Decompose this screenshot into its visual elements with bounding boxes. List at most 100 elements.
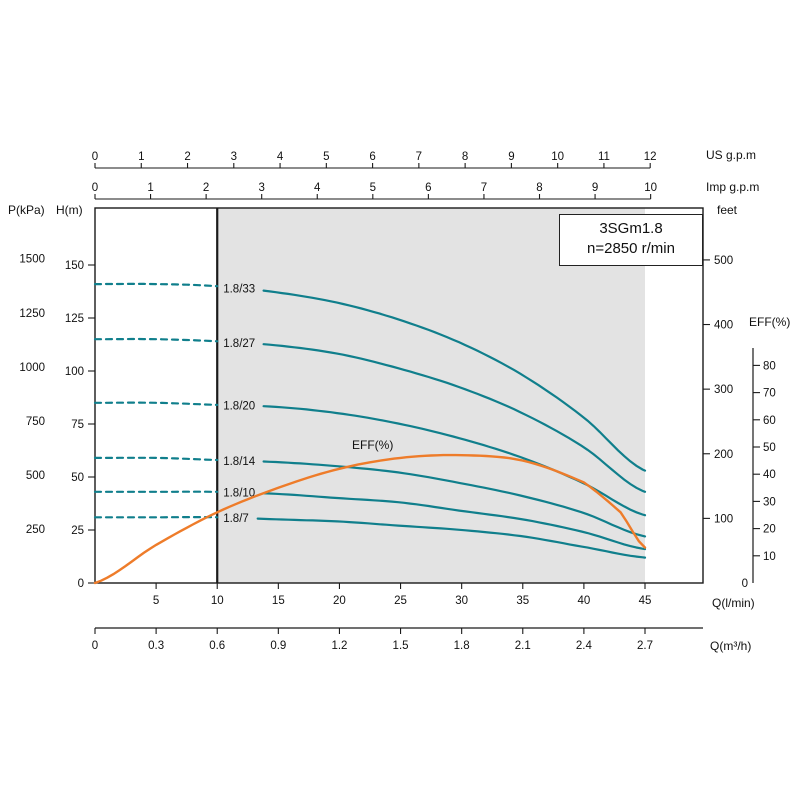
tick-label: 750 bbox=[26, 416, 45, 428]
pump-speed: n=2850 r/min bbox=[587, 240, 675, 257]
tick-label: 9 bbox=[508, 151, 514, 163]
tick-label: 4 bbox=[277, 151, 284, 163]
curve-label: 1.8/27 bbox=[223, 338, 255, 350]
head-curve-1-8-14: 1.8/14 bbox=[93, 456, 647, 538]
tick-label: 75 bbox=[71, 419, 84, 431]
tick-label: 2.1 bbox=[515, 640, 531, 652]
head-curve-solid bbox=[256, 517, 647, 559]
tick-label: 6 bbox=[425, 182, 431, 194]
curve-label: 1.8/7 bbox=[223, 513, 249, 525]
tick-label: 3 bbox=[231, 151, 237, 163]
tick-label: 5 bbox=[323, 151, 329, 163]
tick-label: 4 bbox=[314, 182, 321, 194]
head-curve-solid bbox=[262, 343, 647, 493]
feet-axis: 100 200 300 400 500 bbox=[703, 255, 733, 525]
tick-label: 35 bbox=[516, 595, 529, 607]
head-curve-dashed bbox=[93, 337, 219, 343]
curve-label: 1.8/33 bbox=[223, 284, 255, 296]
head-curve-dashed bbox=[93, 456, 219, 462]
tick-label: 0 bbox=[92, 182, 98, 194]
tick-label: 30 bbox=[763, 496, 776, 508]
tick-label: 2.4 bbox=[576, 640, 593, 652]
tick-label: 3 bbox=[258, 182, 264, 194]
p-axis-label: P(kPa) bbox=[8, 203, 45, 217]
tick-label: 0.3 bbox=[148, 640, 164, 652]
tick-label: 100 bbox=[65, 366, 84, 378]
efficiency-curve bbox=[93, 453, 647, 585]
head-curve-1-8-7: 1.8/7 bbox=[93, 513, 647, 559]
curve-label: 1.8/10 bbox=[223, 488, 255, 500]
tick-label: 400 bbox=[714, 320, 733, 332]
eff-axis: 0 10 20 30 40 50 60 70 80 bbox=[742, 348, 776, 590]
tick-label: 1.2 bbox=[331, 640, 347, 652]
tick-label: 0 bbox=[92, 640, 98, 652]
tick-label: 1500 bbox=[19, 254, 45, 266]
tick-label: 1 bbox=[138, 151, 144, 163]
tick-label: 10 bbox=[211, 595, 224, 607]
tick-label: 8 bbox=[462, 151, 468, 163]
tick-label: 10 bbox=[644, 182, 657, 194]
tick-label: 80 bbox=[763, 360, 776, 372]
tick-label: 0 bbox=[742, 578, 748, 590]
tick-label: 5 bbox=[370, 182, 376, 194]
eff-curve-annotation: EFF(%) bbox=[352, 438, 394, 452]
tick-label: 5 bbox=[153, 595, 159, 607]
head-curve-solid bbox=[262, 460, 647, 538]
tick-label: 6 bbox=[369, 151, 375, 163]
tick-label: 9 bbox=[592, 182, 598, 194]
tick-label: 1 bbox=[147, 182, 153, 194]
tick-label: 1.5 bbox=[393, 640, 409, 652]
tick-label: 2 bbox=[203, 182, 209, 194]
tick-label: 1250 bbox=[19, 308, 45, 320]
head-curve-solid bbox=[262, 492, 647, 551]
tick-label: 10 bbox=[551, 151, 564, 163]
us-gpm-axis: 0 1 2 3 4 5 6 7 8 9 10 11 12 bbox=[92, 151, 657, 169]
tick-label: 500 bbox=[26, 470, 45, 482]
tick-label: 0.9 bbox=[270, 640, 286, 652]
tick-label: 7 bbox=[416, 151, 422, 163]
p-axis: 250 500 750 1000 1250 1500 bbox=[19, 254, 45, 536]
q-lmin-axis-label: Q(l/min) bbox=[712, 596, 755, 610]
tick-label: 40 bbox=[577, 595, 590, 607]
tick-label: 1000 bbox=[19, 362, 45, 374]
plot-frame bbox=[94, 207, 704, 584]
tick-label: 30 bbox=[455, 595, 468, 607]
tick-label: 11 bbox=[598, 151, 610, 163]
head-curve-1-8-10: 1.8/10 bbox=[93, 488, 647, 551]
tick-label: 60 bbox=[763, 415, 776, 427]
tick-label: 25 bbox=[71, 525, 84, 537]
us-gpm-axis-label: US g.p.m bbox=[706, 148, 757, 162]
tick-label: 70 bbox=[763, 388, 776, 400]
q-m3h-axis-label: Q(m³/h) bbox=[710, 639, 752, 653]
tick-label: 0 bbox=[92, 151, 98, 163]
tick-label: 2.7 bbox=[637, 640, 653, 652]
q-m3h-axis: 0 0.3 0.6 0.9 1.2 1.5 1.8 2.1 2.4 2.7 bbox=[92, 627, 703, 652]
tick-label: 25 bbox=[394, 595, 407, 607]
curve-label: 1.8/14 bbox=[223, 456, 256, 468]
tick-label: 10 bbox=[763, 551, 776, 563]
tick-label: 150 bbox=[65, 260, 84, 272]
head-curve-solid bbox=[262, 289, 647, 472]
tick-label: 2 bbox=[184, 151, 190, 163]
curve-label: 1.8/20 bbox=[223, 401, 255, 413]
tick-label: 50 bbox=[763, 442, 776, 454]
tick-label: 8 bbox=[536, 182, 542, 194]
head-curve-1-8-33: 1.8/33 bbox=[93, 282, 647, 472]
tick-label: 250 bbox=[26, 524, 45, 536]
pump-model: 3SGm1.8 bbox=[599, 220, 663, 237]
title-box: 3SGm1.8 n=2850 r/min bbox=[559, 214, 703, 266]
eff-axis-label: EFF(%) bbox=[749, 315, 791, 329]
tick-label: 0.6 bbox=[209, 640, 225, 652]
q-lmin-axis: 5 10 15 20 25 30 35 40 45 bbox=[153, 583, 651, 607]
tick-label: 20 bbox=[333, 595, 346, 607]
tick-label: 125 bbox=[65, 313, 84, 325]
tick-label: 15 bbox=[272, 595, 285, 607]
head-curve-dashed bbox=[93, 282, 219, 288]
tick-label: 100 bbox=[714, 513, 733, 525]
tick-label: 1.8 bbox=[454, 640, 470, 652]
tick-label: 200 bbox=[714, 449, 733, 461]
imp-gpm-axis-label: Imp g.p.m bbox=[706, 180, 760, 194]
feet-axis-label: feet bbox=[717, 203, 738, 217]
